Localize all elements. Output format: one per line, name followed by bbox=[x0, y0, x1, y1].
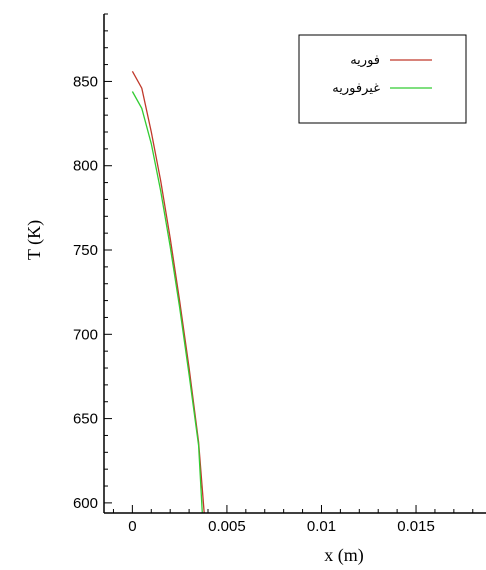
x-axis-title: x (m) bbox=[324, 545, 364, 566]
legend-label-0: فوریه bbox=[350, 53, 380, 68]
plot-lines bbox=[131, 70, 205, 513]
y-tick-label: 600 bbox=[73, 495, 98, 512]
legend-box bbox=[298, 34, 467, 124]
ticks: 600 650 700 750 800 850 0 0.005 0.01 0.015 bbox=[73, 13, 474, 535]
x-tick-label: 0.005 bbox=[208, 518, 246, 535]
x-tick-label: 0 bbox=[128, 518, 136, 535]
series-line-1 bbox=[131, 91, 203, 513]
legend: فوریه غیرفوریه bbox=[298, 34, 467, 124]
y-tick-label: 800 bbox=[73, 158, 98, 175]
x-tick-label: 0.01 bbox=[307, 518, 336, 535]
series-line-0 bbox=[131, 70, 205, 513]
y-axis-title: T (K) bbox=[24, 220, 45, 260]
y-tick-label: 650 bbox=[73, 411, 98, 428]
y-tick-label: 750 bbox=[73, 242, 98, 259]
x-tick-label: 0.015 bbox=[397, 518, 435, 535]
legend-label-1: غیرفوریه bbox=[332, 81, 380, 96]
y-tick-label: 850 bbox=[73, 73, 98, 90]
y-tick-label: 700 bbox=[73, 326, 98, 343]
axes bbox=[103, 14, 486, 514]
